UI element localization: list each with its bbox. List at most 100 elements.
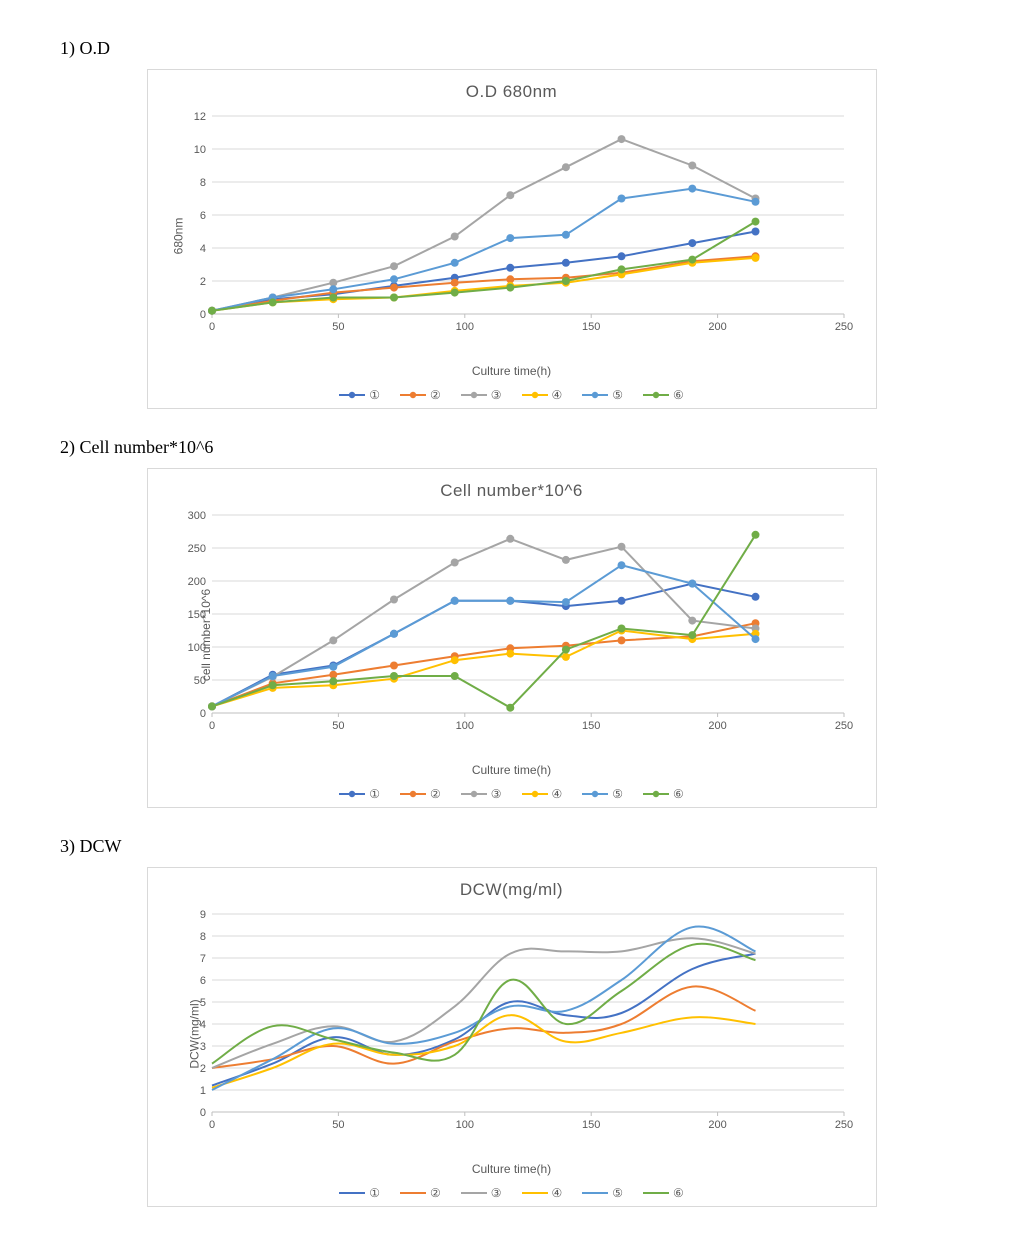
legend-item: ①: [339, 1186, 380, 1200]
svg-text:6: 6: [199, 975, 205, 987]
plot-svg: 050100150200250300050100150200250: [156, 509, 856, 739]
legend-label: ①: [369, 1186, 380, 1200]
plot-area: DCW(mg/ml)0123456789050100150200250: [156, 908, 868, 1160]
legend-item: ②: [400, 787, 441, 801]
legend-item: ⑥: [643, 787, 684, 801]
x-axis-label: Culture time(h): [156, 763, 868, 777]
legend-label: ②: [430, 787, 441, 801]
legend-label: ③: [491, 388, 502, 402]
legend-swatch: [643, 390, 669, 400]
legend-label: ⑥: [673, 1186, 684, 1200]
legend-swatch: [522, 1188, 548, 1198]
legend-swatch: [522, 390, 548, 400]
legend-item: ①: [339, 388, 380, 402]
legend-swatch: [400, 390, 426, 400]
legend-item: ③: [461, 1186, 502, 1200]
svg-text:8: 8: [199, 931, 205, 943]
chart-frame: DCW(mg/ml)DCW(mg/ml)01234567890501001502…: [147, 867, 877, 1207]
legend-label: ①: [369, 388, 380, 402]
legend-item: ⑥: [643, 388, 684, 402]
svg-text:150: 150: [582, 1119, 600, 1131]
legend-swatch: [461, 789, 487, 799]
legend-label: ③: [491, 1186, 502, 1200]
legend-swatch: [461, 1188, 487, 1198]
svg-text:9: 9: [199, 909, 205, 921]
svg-text:4: 4: [199, 243, 205, 255]
svg-text:0: 0: [208, 1119, 214, 1131]
svg-text:300: 300: [187, 510, 205, 522]
svg-text:0: 0: [208, 321, 214, 333]
svg-text:50: 50: [332, 1119, 344, 1131]
svg-text:2: 2: [199, 276, 205, 288]
svg-text:10: 10: [193, 144, 205, 156]
legend-label: ⑤: [612, 1186, 623, 1200]
y-axis-label: DCW(mg/ml): [187, 999, 201, 1068]
y-axis-label: cell number*10^6: [199, 589, 213, 681]
legend-item: ③: [461, 388, 502, 402]
svg-text:200: 200: [708, 321, 726, 333]
legend-item: ②: [400, 388, 441, 402]
legend-swatch: [582, 390, 608, 400]
chart-legend: ① ② ③ ④ ⑤ ⑥: [156, 787, 868, 801]
svg-text:250: 250: [187, 543, 205, 555]
legend-label: ④: [552, 388, 563, 402]
svg-text:150: 150: [582, 321, 600, 333]
chart-title: O.D 680nm: [156, 82, 868, 102]
plot-svg: 0 2 4 6 8 10 12 0 50 100 150 200 250: [156, 110, 856, 340]
legend-item: ⑤: [582, 388, 623, 402]
svg-text:200: 200: [708, 1119, 726, 1131]
svg-text:200: 200: [187, 576, 205, 588]
svg-text:250: 250: [834, 321, 852, 333]
chart-frame: Cell number*10^6cell number*10^605010015…: [147, 468, 877, 808]
svg-text:7: 7: [199, 953, 205, 965]
legend-swatch: [339, 390, 365, 400]
legend-swatch: [461, 390, 487, 400]
legend-swatch: [643, 1188, 669, 1198]
svg-text:6: 6: [199, 210, 205, 222]
legend-swatch: [582, 789, 608, 799]
legend-swatch: [400, 1188, 426, 1198]
legend-label: ③: [491, 787, 502, 801]
chart-legend: ① ② ③ ④ ⑤ ⑥: [156, 1186, 868, 1200]
section-heading: 3) DCW: [60, 836, 983, 857]
legend-swatch: [339, 789, 365, 799]
legend-swatch: [400, 789, 426, 799]
legend-swatch: [643, 789, 669, 799]
svg-text:1: 1: [199, 1085, 205, 1097]
svg-text:200: 200: [708, 720, 726, 732]
chart-title: Cell number*10^6: [156, 481, 868, 501]
legend-label: ②: [430, 388, 441, 402]
legend-item: ①: [339, 787, 380, 801]
plot-svg: 0123456789050100150200250: [156, 908, 856, 1138]
legend-label: ④: [552, 787, 563, 801]
x-axis-label: Culture time(h): [156, 1162, 868, 1176]
chart-legend: ① ② ③ ④ ⑤ ⑥: [156, 388, 868, 402]
svg-text:0: 0: [208, 720, 214, 732]
svg-text:50: 50: [332, 321, 344, 333]
legend-item: ④: [522, 388, 563, 402]
section-heading: 2) Cell number*10^6: [60, 437, 983, 458]
legend-item: ②: [400, 1186, 441, 1200]
legend-item: ⑤: [582, 787, 623, 801]
y-axis-label: 680nm: [171, 218, 185, 255]
legend-item: ③: [461, 787, 502, 801]
svg-text:12: 12: [193, 111, 205, 123]
legend-swatch: [339, 1188, 365, 1198]
section-heading: 1) O.D: [60, 38, 983, 59]
legend-label: ⑥: [673, 388, 684, 402]
legend-item: ⑥: [643, 1186, 684, 1200]
x-axis-label: Culture time(h): [156, 364, 868, 378]
svg-text:0: 0: [199, 309, 205, 321]
plot-area: cell number*10^6050100150200250300050100…: [156, 509, 868, 761]
legend-label: ①: [369, 787, 380, 801]
svg-text:100: 100: [455, 321, 473, 333]
legend-item: ④: [522, 787, 563, 801]
legend-swatch: [522, 789, 548, 799]
svg-text:0: 0: [199, 1107, 205, 1119]
legend-label: ⑥: [673, 787, 684, 801]
legend-swatch: [582, 1188, 608, 1198]
chart-frame: O.D 680nm 680nm 0 2 4 6 8 10 12 0 50 100 150 200 250 Cu…: [147, 69, 877, 409]
legend-label: ④: [552, 1186, 563, 1200]
svg-text:250: 250: [834, 1119, 852, 1131]
svg-text:8: 8: [199, 177, 205, 189]
